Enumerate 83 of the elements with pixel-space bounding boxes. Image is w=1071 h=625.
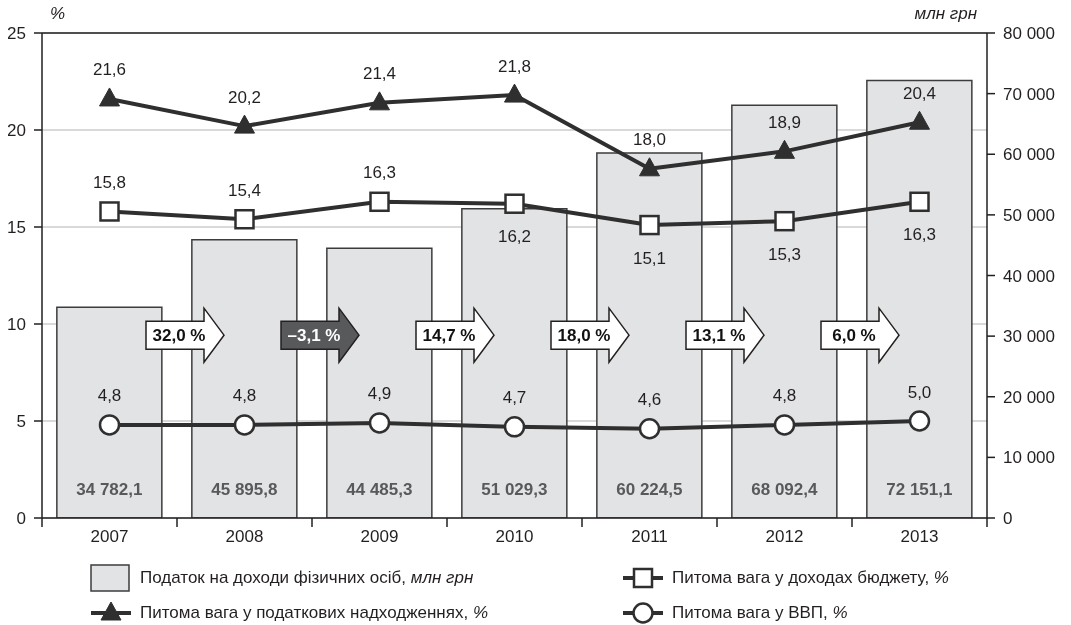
- data-label: 4,8: [772, 386, 797, 406]
- y2-axis-title: млн грн: [914, 4, 977, 24]
- y2-tick-label: 70 000: [1003, 84, 1055, 104]
- y-axis-title: %: [50, 4, 66, 24]
- annotation: 32,0 %: [152, 325, 206, 345]
- point: [638, 418, 661, 440]
- data-label: 16,3: [902, 225, 937, 245]
- x-tick-label: 2010: [495, 527, 534, 547]
- y2-tick-label: 20 000: [1003, 387, 1055, 407]
- data-label: 4,9: [367, 384, 392, 404]
- annotation: 18,0 %: [557, 325, 611, 345]
- x-tick-label: 2011: [631, 527, 668, 547]
- data-label: 16,3: [362, 163, 397, 183]
- point: [774, 210, 795, 232]
- point: [369, 91, 390, 111]
- point: [503, 416, 526, 438]
- x-tick-label: 2008: [225, 527, 264, 547]
- x-tick-label: 2013: [900, 527, 939, 547]
- point: [909, 110, 930, 130]
- legend-label: Питома вага у ВВП, %: [672, 602, 848, 623]
- legend-label: Питома вага у доходах бюджету, %: [672, 567, 949, 588]
- legend-label: Податок на доходи фізичних осіб, млн грн: [140, 567, 474, 588]
- data-label: 60 224,5: [616, 479, 683, 499]
- point: [99, 201, 120, 222]
- legend-label: Питома вага у податкових надходженнях, %: [140, 602, 489, 623]
- y2-tick-label: 80 000: [1003, 24, 1055, 44]
- data-label: 45 895,8: [211, 479, 278, 499]
- point: [369, 191, 390, 213]
- annotation: 13,1 %: [692, 325, 746, 345]
- data-label: 21,4: [362, 64, 397, 84]
- data-label: 51 029,3: [481, 479, 548, 499]
- data-label: 34 782,1: [76, 479, 143, 499]
- y2-tick-label: 60 000: [1003, 145, 1055, 165]
- point: [909, 191, 930, 213]
- data-label: 18,0: [632, 130, 667, 150]
- point: [908, 410, 931, 432]
- point: [504, 193, 525, 214]
- data-label: 15,4: [227, 180, 262, 200]
- annotation: 14,7 %: [422, 325, 476, 345]
- y2-tick-label: 10 000: [1003, 448, 1055, 468]
- y-tick-label: 5: [16, 412, 26, 432]
- point: [504, 83, 525, 103]
- x-tick-label: 2009: [360, 527, 399, 547]
- data-label: 68 092,4: [751, 479, 818, 499]
- point: [368, 412, 391, 434]
- x-tick-label: 2012: [765, 527, 804, 547]
- data-label: 20,2: [227, 87, 262, 107]
- y-tick-label: 15: [7, 218, 26, 238]
- data-label: 16,2: [497, 227, 532, 247]
- point: [98, 414, 121, 436]
- point: [774, 139, 795, 159]
- point: [99, 87, 120, 107]
- data-label: 5,0: [907, 382, 932, 402]
- data-label: 44 485,3: [346, 479, 413, 499]
- y-tick-label: 25: [7, 24, 26, 44]
- data-label: 15,1: [632, 248, 667, 268]
- data-label: 72 151,1: [886, 479, 953, 499]
- annotation: 6,0 %: [832, 325, 876, 345]
- data-label: 4,7: [502, 388, 527, 408]
- data-label: 4,8: [232, 386, 257, 406]
- y2-tick-label: 50 000: [1003, 205, 1055, 225]
- y-tick-label: 10: [7, 315, 26, 335]
- data-label: 15,3: [767, 244, 802, 264]
- point: [639, 157, 660, 177]
- point: [773, 414, 796, 436]
- data-label: 4,8: [97, 386, 122, 406]
- data-label: 15,8: [92, 172, 127, 192]
- y2-tick-label: 30 000: [1003, 327, 1055, 347]
- annotation: –3,1 %: [287, 325, 341, 345]
- y-tick-label: 20: [7, 121, 26, 141]
- point: [234, 208, 255, 230]
- point: [639, 214, 660, 236]
- y2-tick-label: 0: [1003, 509, 1013, 529]
- data-label: 21,6: [92, 60, 127, 80]
- x-tick-label: 2007: [90, 527, 129, 547]
- data-label: 4,6: [637, 390, 662, 410]
- y-tick-label: 0: [16, 509, 26, 529]
- point: [234, 114, 255, 134]
- data-label: 21,8: [497, 56, 532, 76]
- data-label: 18,9: [767, 112, 802, 132]
- data-label: 20,4: [902, 83, 937, 103]
- point: [233, 414, 256, 436]
- y2-tick-label: 40 000: [1003, 266, 1055, 286]
